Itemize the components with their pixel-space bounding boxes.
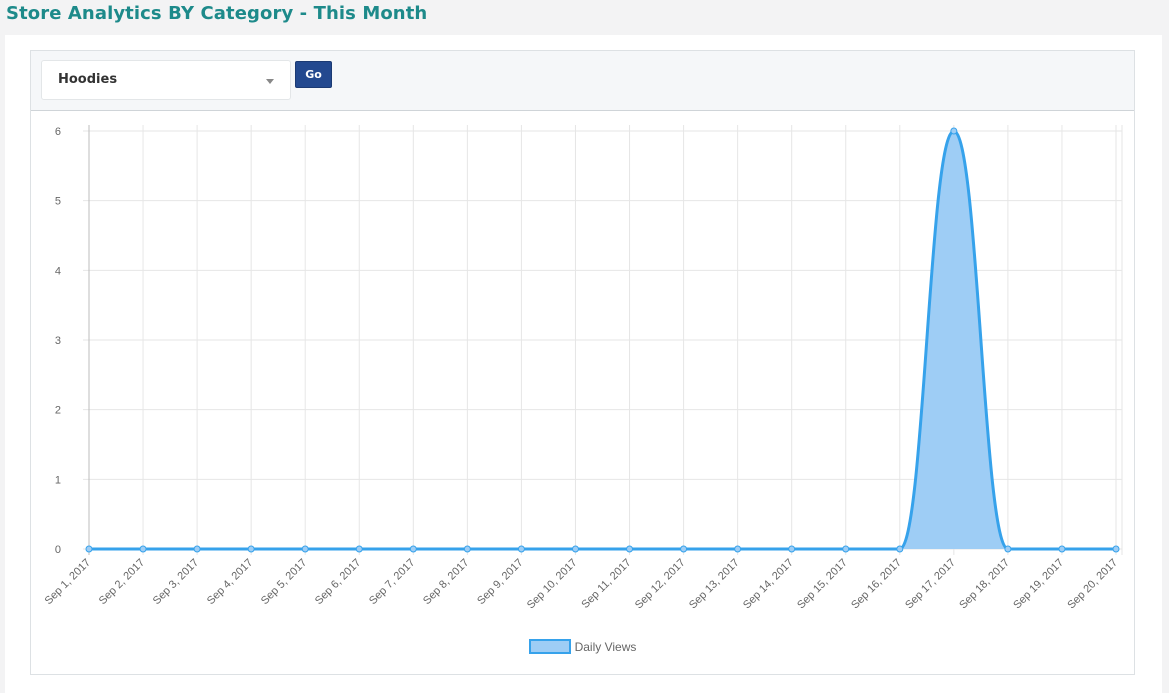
x-tick-label: Sep 4, 2017: [205, 557, 255, 607]
y-axis: 0 1 2 3 4 5 6: [55, 126, 61, 556]
y-tick-label: 1: [55, 474, 61, 486]
x-tick-label: Sep 6, 2017: [313, 557, 363, 607]
x-tick-label: Sep 14, 2017: [741, 557, 796, 612]
data-point: [788, 545, 796, 553]
go-button[interactable]: Go: [295, 61, 332, 88]
y-tick-label: 6: [55, 126, 61, 138]
data-point: [1004, 545, 1012, 553]
y-tick-label: 2: [55, 405, 61, 417]
chart-legend[interactable]: Daily Views: [31, 639, 1134, 655]
x-tick-label: Sep 12, 2017: [633, 557, 688, 612]
data-point: [85, 545, 93, 553]
y-tick-label: 5: [55, 196, 61, 208]
x-tick-label: Sep 13, 2017: [687, 557, 742, 612]
data-point: [355, 545, 363, 553]
data-point: [463, 545, 471, 553]
x-tick-label: Sep 11, 2017: [579, 557, 633, 611]
x-tick-label: Sep 15, 2017: [795, 557, 850, 612]
y-tick-label: 4: [55, 265, 61, 277]
daily-views-chart: 0 1 2 3 4 5 6 Sep 1, 2017 Sep 2, 2017 Sep 3, 201…: [43, 125, 1123, 612]
data-point: [626, 545, 634, 553]
data-point: [247, 545, 255, 553]
x-tick-label: Sep 17, 2017: [903, 557, 958, 612]
chart-series: [85, 127, 1120, 553]
category-select[interactable]: Hoodies: [41, 60, 291, 100]
legend-swatch: [528, 639, 571, 655]
data-point: [409, 545, 417, 553]
data-point: [950, 127, 958, 135]
data-point: [571, 545, 579, 553]
x-tick-label: Sep 18, 2017: [957, 557, 1012, 612]
data-point: [1112, 545, 1120, 553]
data-point: [139, 545, 147, 553]
analytics-widget: Hoodies Go 0 1 2 3 4 5 6 Sep 1, 2017 Sep 2, 201…: [30, 50, 1135, 675]
data-point: [1058, 545, 1066, 553]
content-panel: Hoodies Go 0 1 2 3 4 5 6 Sep 1, 2017 Sep 2, 201…: [5, 35, 1162, 693]
x-tick-label: Sep 20, 2017: [1065, 557, 1120, 612]
x-tick-label: Sep 7, 2017: [367, 557, 417, 607]
x-tick-label: Sep 5, 2017: [259, 557, 309, 607]
data-point: [896, 545, 904, 553]
x-tick-label: Sep 10, 2017: [525, 557, 580, 612]
x-tick-label: Sep 8, 2017: [421, 557, 471, 607]
x-tick-label: Sep 19, 2017: [1011, 557, 1066, 612]
x-axis: Sep 1, 2017 Sep 2, 2017 Sep 3, 2017 Sep 4, …: [43, 557, 1120, 612]
data-point: [734, 545, 742, 553]
y-tick-label: 3: [55, 335, 61, 347]
x-tick-label: Sep 16, 2017: [849, 557, 904, 612]
x-tick-label: Sep 3, 2017: [151, 557, 201, 607]
category-select-value: Hoodies: [58, 72, 118, 87]
x-tick-label: Sep 9, 2017: [475, 557, 525, 607]
legend-label: Daily Views: [574, 639, 637, 654]
data-point: [301, 545, 309, 553]
page-title: Store Analytics BY Category - This Month: [6, 3, 428, 24]
filter-toolbar: Hoodies Go: [31, 51, 1134, 111]
data-point: [193, 545, 201, 553]
y-tick-label: 0: [55, 544, 61, 556]
chevron-down-icon: [266, 79, 274, 84]
x-tick-label: Sep 2, 2017: [97, 557, 147, 607]
x-tick-label: Sep 1, 2017: [43, 557, 93, 607]
data-point: [517, 545, 525, 553]
data-point: [842, 545, 850, 553]
data-point: [680, 545, 688, 553]
